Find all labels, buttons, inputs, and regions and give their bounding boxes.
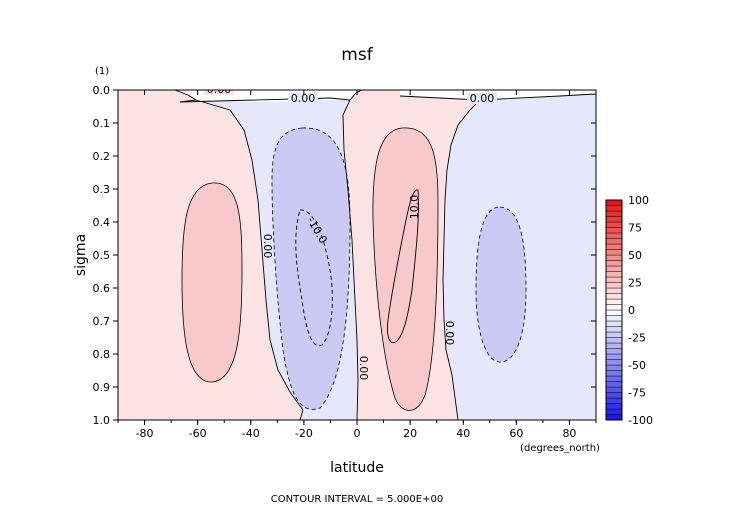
colorbar-band	[605, 243, 623, 250]
colorbar-band	[605, 293, 623, 300]
colorbar-band	[605, 375, 623, 382]
zero-contour-center	[342, 90, 363, 420]
contour-plus-10	[387, 189, 419, 344]
x-units: (degrees_north)	[520, 443, 600, 454]
contour-label: 0.00	[261, 234, 274, 259]
zero-contour-top	[179, 93, 596, 103]
x-tick-label: 20	[403, 427, 417, 440]
contour-minus-10	[295, 209, 333, 347]
colorbar-band	[605, 320, 623, 327]
colorbar-band	[605, 227, 623, 234]
y-tick-label: 0.3	[93, 183, 111, 196]
colorbar-tick-label: -75	[628, 387, 646, 400]
colorbar-band	[605, 271, 623, 278]
x-tick-label: -40	[242, 427, 260, 440]
colorbar-band	[605, 403, 623, 410]
colorbar-tick-label: -100	[628, 414, 653, 427]
colorbar-band	[605, 282, 623, 289]
colorbar-band	[605, 381, 623, 388]
y-tick-label: 0.2	[93, 150, 111, 163]
colorbar-band	[605, 359, 623, 366]
negative-core-north	[475, 206, 527, 363]
colorbar-band	[605, 353, 623, 360]
colorbar-band	[605, 221, 623, 228]
colorbar-frame	[605, 199, 623, 421]
colorbar-band	[605, 342, 623, 349]
y-tick-label: 0.0	[93, 84, 111, 97]
y-tick-label: 0.1	[93, 117, 111, 130]
plot-area: 0.00 0.00 0.00 0.00 -10.0 10.0 0.00 0.00	[118, 83, 596, 420]
colorbar-band	[605, 210, 623, 217]
colorbar-band	[605, 392, 623, 399]
y-tick-label: 0.6	[93, 282, 111, 295]
colorbar-band	[605, 205, 623, 212]
colorbar-tick-label: -50	[628, 359, 646, 372]
colorbar-band	[605, 370, 623, 377]
contour-label: 0.00	[207, 83, 232, 96]
colorbar-band	[605, 304, 623, 311]
zero-contour-south	[195, 99, 304, 420]
y-axis-label: sigma	[73, 234, 89, 276]
colorbar-band	[605, 414, 623, 421]
colorbar-band	[605, 260, 623, 267]
colorbar-band	[605, 348, 623, 355]
colorbar-band	[605, 199, 623, 206]
colorbar-tick-label: 25	[628, 277, 642, 290]
contour-label: 0.00	[291, 92, 316, 105]
colorbar-band	[605, 254, 623, 261]
colorbar-tick-label: 100	[628, 194, 649, 207]
y-tick-label: 0.8	[93, 348, 111, 361]
colorbar: 100 75 50 25 0 -25 -50 -75 -100	[605, 194, 653, 427]
colorbar-tick-label: 75	[628, 222, 642, 235]
colorbar-band	[605, 216, 623, 223]
y-tick-label: 0.4	[93, 216, 111, 229]
colorbar-band	[605, 315, 623, 322]
colorbar-band	[605, 249, 623, 256]
chart-title: msf	[341, 45, 373, 65]
zero-contour-north	[442, 99, 481, 420]
colorbar-tick-label: -25	[628, 332, 646, 345]
contour-interval-footer: CONTOUR INTERVAL = 5.000E+00	[271, 494, 443, 505]
contour-label: 10.0	[408, 195, 421, 220]
colorbar-band	[605, 309, 623, 316]
x-tick-label: 0	[354, 427, 361, 440]
colorbar-band	[605, 276, 623, 283]
colorbar-tick-label: 0	[628, 304, 635, 317]
x-tick-label: 40	[456, 427, 470, 440]
y-tick-label: 0.7	[93, 315, 111, 328]
x-tick-label: -60	[189, 427, 207, 440]
colorbar-band	[605, 337, 623, 344]
negative-core-south	[271, 127, 351, 410]
x-axis-label: latitude	[330, 460, 384, 476]
colorbar-band	[605, 326, 623, 333]
colorbar-band	[605, 232, 623, 239]
x-axis: -80 -60 -40 -20 0 20 40 60 80	[117, 90, 597, 440]
zero-contour-top-left	[174, 90, 198, 103]
positive-core-south	[181, 182, 243, 383]
colorbar-band	[605, 265, 623, 272]
x-tick-label: 80	[562, 427, 576, 440]
colorbar-band	[605, 287, 623, 294]
colorbar-band	[605, 364, 623, 371]
y-tick-label: 1.0	[93, 414, 111, 427]
contour-label: 0.00	[470, 92, 495, 105]
y-tick-label: 0.9	[93, 381, 111, 394]
y-tick-label: 0.5	[93, 249, 111, 262]
contour-label: 0.00	[357, 356, 370, 381]
x-tick-label: -20	[295, 427, 313, 440]
colorbar-band	[605, 408, 623, 415]
colorbar-band	[605, 298, 623, 305]
x-tick-label: 60	[509, 427, 523, 440]
contour-label: 0.00	[443, 321, 456, 346]
y-units: (1)	[95, 66, 109, 77]
colorbar-band	[605, 331, 623, 338]
colorbar-tick-label: 50	[628, 249, 642, 262]
colorbar-band	[605, 238, 623, 245]
colorbar-band	[605, 397, 623, 404]
contour-labels: 0.00 0.00 0.00 0.00 -10.0 10.0 0.00 0.00	[204, 83, 497, 381]
x-tick-label: -80	[136, 427, 154, 440]
y-axis: 0.0 0.1 0.2 0.3 0.4 0.5 0.6 0.7 0.8 0.9 1.0	[93, 84, 596, 427]
colorbar-band	[605, 386, 623, 393]
